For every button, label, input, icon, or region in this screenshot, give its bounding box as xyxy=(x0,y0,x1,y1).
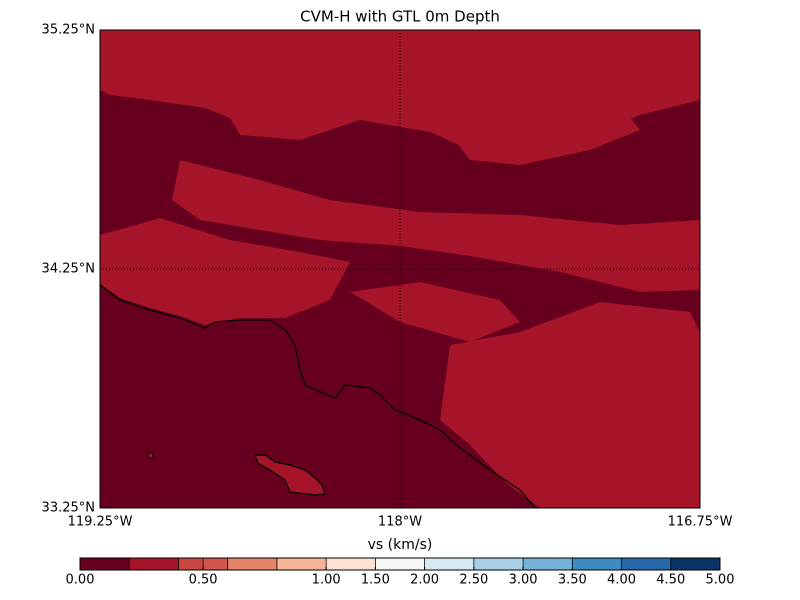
colorbar-label: vs (km/s) xyxy=(368,537,433,553)
colorbar-segment xyxy=(129,558,179,570)
x-tick-label: 118°W xyxy=(378,515,422,530)
coastline xyxy=(99,284,536,509)
colorbar-tick-label: 2.00 xyxy=(410,573,439,588)
colorbar-segment xyxy=(621,558,671,570)
x-tick-label: 116.75°W xyxy=(668,515,733,530)
chart-title: CVM-H with GTL 0m Depth xyxy=(300,8,500,26)
y-tick-label: 34.25°N xyxy=(42,262,95,277)
colorbar-segment xyxy=(203,558,228,570)
colorbar-segment xyxy=(227,558,277,570)
velocity-region xyxy=(172,160,700,292)
velocity-region xyxy=(100,218,350,325)
velocity-region xyxy=(440,80,640,165)
colorbar-tick-label: 3.50 xyxy=(558,573,587,588)
velocity-region xyxy=(440,302,700,508)
colorbar-frame xyxy=(79,557,721,571)
colorbar-tick-label: 2.50 xyxy=(459,573,488,588)
colorbar-tick-label: 1.00 xyxy=(312,573,341,588)
colorbar-segment xyxy=(473,558,524,570)
colorbar-segment xyxy=(178,558,204,570)
colorbar-segment xyxy=(326,558,376,570)
colorbar-segment xyxy=(80,558,130,570)
island xyxy=(147,452,154,459)
colorbar-segment xyxy=(424,558,474,570)
colorbar-tick-label: 4.00 xyxy=(607,573,636,588)
colorbar-segment xyxy=(572,558,622,570)
colorbar-segment xyxy=(276,558,327,570)
colorbar-tick-label: 0.00 xyxy=(66,573,95,588)
colorbar-segment xyxy=(523,558,573,570)
colorbar-tick-label: 4.50 xyxy=(656,573,685,588)
colorbar-tick-label: 3.00 xyxy=(509,573,538,588)
colorbar-tick-label: 0.50 xyxy=(189,573,218,588)
y-tick-label: 33.25°N xyxy=(42,501,95,516)
colorbar-tick-label: 1.50 xyxy=(361,573,390,588)
colorbar-segment xyxy=(375,558,425,570)
colorbar-tick-label: 5.00 xyxy=(706,573,735,588)
island xyxy=(254,454,326,496)
velocity-region xyxy=(350,282,520,342)
y-tick-label: 35.25°N xyxy=(42,23,95,38)
map xyxy=(99,29,701,509)
x-tick-label: 119.25°W xyxy=(68,515,133,530)
colorbar-segment xyxy=(670,558,720,570)
